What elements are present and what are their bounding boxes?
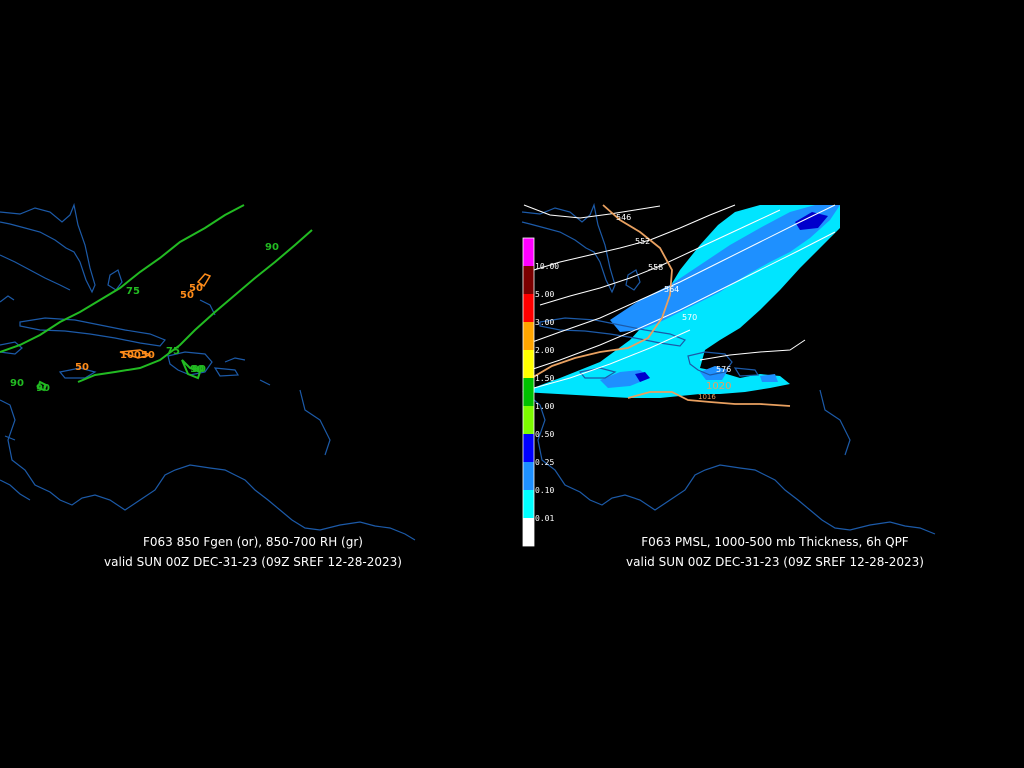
qpf-scale-label: 3.00 — [535, 318, 554, 327]
rh-label: 90 — [265, 242, 279, 253]
pressure-label: 1020 — [706, 381, 731, 392]
rh-label: 90 — [192, 364, 206, 375]
qpf-scale-label: 0.25 — [535, 458, 554, 467]
qpf-scale-label: 10.00 — [535, 262, 559, 271]
qpf-medium-area — [760, 374, 778, 382]
qpf-scale-swatch — [523, 266, 534, 294]
qpf-scale-label: 5.00 — [535, 290, 554, 299]
right-coastline — [521, 202, 936, 535]
fgen-label: 50 — [180, 290, 194, 301]
thickness-label: 570 — [682, 313, 697, 322]
qpf-scale-swatch — [523, 518, 534, 546]
right-caption-line2: valid SUN 00Z DEC-31-23 (09Z SREF 12-28-… — [626, 555, 924, 569]
thickness-label: 552 — [635, 237, 650, 246]
qpf-heavy-area — [795, 212, 828, 230]
thickness-contours — [523, 204, 836, 389]
qpf-scale-label: 0.01 — [535, 514, 554, 523]
qpf-scale-label: 1.00 — [535, 402, 554, 411]
pressure-labels: 1020 1016 — [698, 381, 731, 401]
fgen-label: 50 — [75, 362, 89, 373]
rh-contour-labels: 75 90 90 75 90 90 90 — [10, 242, 279, 394]
left-caption-line1: F063 850 Fgen (or), 850-700 RH (gr) — [143, 535, 363, 549]
pmsl-contours — [523, 204, 791, 407]
rh-label: 90 — [10, 378, 24, 389]
qpf-scale-swatch — [523, 378, 534, 406]
rh-contours — [0, 204, 313, 392]
qpf-scale-swatch — [523, 490, 534, 518]
rh-label: 90 — [190, 364, 204, 375]
qpf-scale-border — [522, 237, 535, 547]
qpf-scale-swatch — [523, 238, 534, 266]
thickness-labels: 546 552 558 564 570 576 — [616, 213, 731, 374]
qpf-scale-swatch — [523, 462, 534, 490]
fgen-contours — [119, 273, 212, 359]
qpf-color-scale: 10.00 5.00 3.00 2.00 1.50 1.00 0.50 0.25 0.10 0.0… — [522, 237, 559, 547]
rh-label: 75 — [126, 286, 140, 297]
right-caption-line1: F063 PMSL, 1000-500 mb Thickness, 6h QPF — [641, 535, 909, 549]
qpf-scale-swatch — [523, 350, 534, 378]
rh-label: 75 — [166, 346, 180, 357]
qpf-shading — [522, 205, 840, 398]
fgen-label: 50 — [189, 283, 203, 294]
right-map-panel: 546 552 558 564 570 576 1020 1016 10.00 5… — [521, 202, 936, 569]
rh-label: 90 — [36, 383, 50, 394]
left-map-panel: 75 90 90 75 90 90 90 50 50 50 10050 F063… — [0, 202, 416, 569]
fgen-contour-labels: 50 50 50 10050 — [75, 283, 203, 373]
qpf-scale-swatch — [523, 322, 534, 350]
left-caption-line2: valid SUN 00Z DEC-31-23 (09Z SREF 12-28-… — [104, 555, 402, 569]
qpf-medium-area — [700, 366, 728, 380]
qpf-heavy-area — [635, 372, 650, 382]
qpf-scale-label: 0.10 — [535, 486, 554, 495]
qpf-scale-label: 0.50 — [535, 430, 554, 439]
qpf-scale-label: 1.50 — [535, 374, 554, 383]
pressure-label: 1016 — [698, 393, 716, 401]
left-coastline — [0, 202, 416, 541]
thickness-label: 558 — [648, 263, 663, 272]
thickness-label: 564 — [664, 285, 679, 294]
qpf-scale-swatch — [523, 294, 534, 322]
qpf-scale-swatch — [523, 434, 534, 462]
qpf-scale-label: 2.00 — [535, 346, 554, 355]
thickness-label: 576 — [716, 365, 731, 374]
fgen-label: 10050 — [120, 350, 155, 361]
thickness-label: 546 — [616, 213, 631, 222]
qpf-scale-swatch — [523, 406, 534, 434]
